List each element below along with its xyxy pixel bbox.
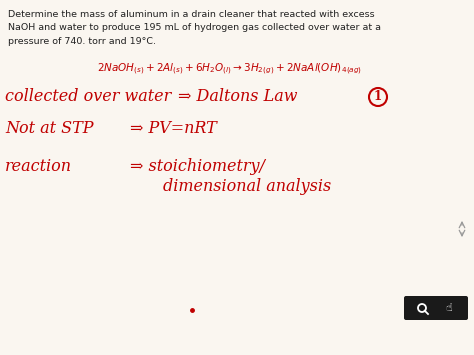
- Text: collected over water: collected over water: [5, 88, 171, 105]
- Text: ⇒ PV=nRT: ⇒ PV=nRT: [130, 120, 217, 137]
- Text: Determine the mass of aluminum in a drain cleaner that reacted with excess: Determine the mass of aluminum in a drai…: [8, 10, 374, 19]
- Text: Not at STP: Not at STP: [5, 120, 93, 137]
- Text: ⇒ stoichiometry/: ⇒ stoichiometry/: [130, 158, 265, 175]
- Text: dimensional analysis: dimensional analysis: [163, 178, 331, 195]
- Text: $2NaOH_{(s)} + 2Al_{(s)} + 6H_2O_{(l)} \rightarrow 3H_2{}_{(g)} + 2NaAl(OH)_4{}_: $2NaOH_{(s)} + 2Al_{(s)} + 6H_2O_{(l)} \…: [98, 62, 363, 77]
- Text: pressure of 740. torr and 19°C.: pressure of 740. torr and 19°C.: [8, 37, 156, 46]
- Text: ⇒ Daltons Law: ⇒ Daltons Law: [178, 88, 298, 105]
- Text: ☝: ☝: [446, 303, 452, 313]
- Text: 1: 1: [374, 91, 382, 104]
- Text: reaction: reaction: [5, 158, 72, 175]
- FancyBboxPatch shape: [404, 296, 468, 320]
- Text: NaOH and water to produce 195 mL of hydrogen gas collected over water at a: NaOH and water to produce 195 mL of hydr…: [8, 23, 381, 33]
